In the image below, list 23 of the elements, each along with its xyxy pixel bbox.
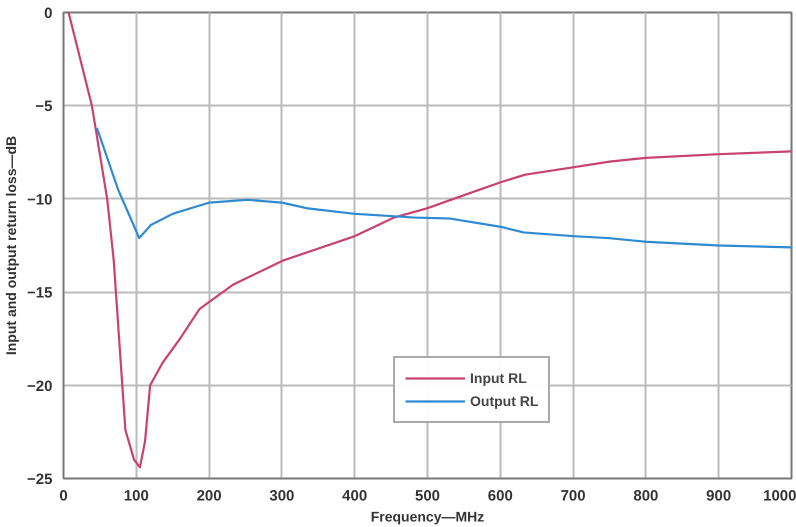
x-axis-title: Frequency—MHz [370,508,484,524]
x-tick-label: 300 [269,488,294,504]
x-tick-label: 400 [342,488,368,504]
x-tick-label: 200 [196,488,222,504]
x-tick-label: 100 [124,488,149,504]
x-tick-label: 1000 [763,488,796,504]
x-tick-label: 600 [488,488,513,504]
x-tick-label: 800 [633,488,658,504]
y-tick-label: −25 [27,471,53,488]
x-tick-label: 900 [706,488,732,504]
y-tick-label: −5 [35,98,53,116]
y-tick-label: 0 [44,5,52,22]
y-tick-label: −15 [27,284,53,302]
x-tick-label: 0 [59,488,68,504]
y-axis-title: Input and output return loss—dB [3,136,20,356]
x-tick-label: 500 [414,488,440,504]
legend-label: Output RL [470,393,538,409]
y-tick-label: −20 [27,378,53,395]
line-series [67,12,792,468]
legend-label: Input RL [470,370,527,386]
x-tick-label: 700 [560,488,586,504]
y-tick-label: −10 [27,191,53,208]
line-series [96,126,792,248]
